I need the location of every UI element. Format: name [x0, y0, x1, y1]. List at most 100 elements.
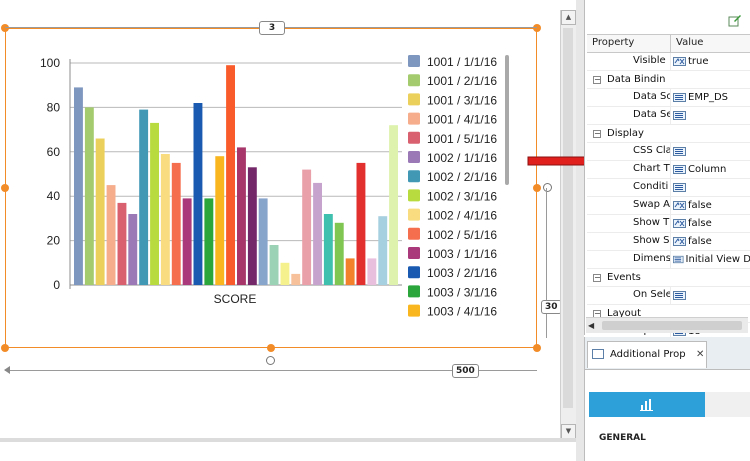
property-category-row[interactable]: − Events: [587, 269, 750, 287]
property-name: Show T: [587, 215, 671, 232]
legend-label: 1003 / 3/1/16: [427, 285, 497, 299]
category-label: Data Bindin: [607, 73, 666, 85]
legend-label: 1003 / 1/1/16: [427, 247, 497, 261]
resize-handle-bl[interactable]: [1, 344, 9, 352]
canvas-horizontal-scrollbar[interactable]: [0, 438, 576, 442]
boolean-expression-icon: [673, 219, 686, 228]
anchor-handle-bottom[interactable]: [266, 356, 275, 365]
column-header-property[interactable]: Property: [587, 35, 671, 52]
designer-canvas[interactable]: 0 20 40 60 80 100 SCORE 1001 / 1/1/16 1001 / 2/1…: [0, 0, 562, 440]
property-value[interactable]: Initial View D: [671, 251, 750, 268]
property-value[interactable]: false: [671, 197, 750, 214]
property-name: Visible: [587, 53, 671, 70]
scroll-down-arrow-icon[interactable]: ▼: [561, 424, 576, 439]
legend-swatch: [408, 304, 420, 317]
property-row[interactable]: Data So EMP_DS: [587, 89, 750, 107]
property-row[interactable]: Swap A false: [587, 197, 750, 215]
chart-type-tab[interactable]: [589, 392, 705, 417]
legend-label: 1002 / 3/1/16: [427, 189, 497, 203]
legend-swatch: [408, 93, 420, 106]
property-value[interactable]: false: [671, 233, 750, 250]
property-name: CSS Cla: [587, 143, 671, 160]
property-row[interactable]: Show T false: [587, 215, 750, 233]
edit-properties-icon[interactable]: [728, 13, 742, 27]
scroll-thumb[interactable]: [563, 28, 573, 408]
resize-handle-br[interactable]: [533, 344, 541, 352]
anchor-handle-right[interactable]: [543, 183, 552, 192]
bar: [280, 262, 290, 285]
property-row[interactable]: Show S false: [587, 233, 750, 251]
bar: [128, 214, 138, 285]
property-value[interactable]: Column: [671, 161, 750, 178]
property-name: Conditi: [587, 179, 671, 196]
property-row[interactable]: Visible true: [587, 53, 750, 71]
resize-handle-tl[interactable]: [1, 24, 9, 32]
list-icon: [673, 291, 686, 300]
property-value-text: Initial View D: [685, 253, 750, 265]
legend-label: 1003 / 4/1/16: [427, 305, 497, 319]
property-category-row[interactable]: − Display: [587, 125, 750, 143]
property-value[interactable]: true: [671, 53, 750, 70]
bar: [345, 258, 355, 285]
property-row[interactable]: CSS Cla: [587, 143, 750, 161]
property-value[interactable]: [671, 143, 750, 160]
property-value[interactable]: [671, 287, 750, 304]
bar: [334, 222, 344, 285]
y-tick-label: 0: [53, 278, 60, 292]
bar: [150, 122, 159, 286]
bar-chart-icon: [640, 399, 653, 411]
collapse-toggle-icon[interactable]: −: [593, 272, 601, 282]
property-name: Data So: [587, 89, 671, 106]
column-header-value[interactable]: Value: [676, 37, 704, 48]
bar: [139, 109, 149, 285]
collapse-toggle-icon[interactable]: −: [593, 74, 601, 84]
collapse-toggle-icon[interactable]: −: [593, 128, 601, 138]
resize-handle-tr[interactable]: [533, 24, 541, 32]
scroll-thumb[interactable]: [602, 321, 742, 330]
resize-handle-bm[interactable]: [267, 344, 275, 352]
list-icon: [673, 255, 684, 264]
scroll-up-arrow-icon[interactable]: ▲: [561, 10, 576, 25]
property-row[interactable]: Conditi: [587, 179, 750, 197]
close-icon[interactable]: ✕: [696, 349, 705, 360]
property-category-row[interactable]: − Data Bindin: [587, 71, 750, 89]
properties-horizontal-scrollbar[interactable]: ◀: [586, 317, 748, 333]
bar: [106, 185, 116, 285]
property-value[interactable]: [671, 107, 750, 124]
legend-swatch: [408, 227, 420, 240]
legend-swatch: [408, 55, 420, 67]
height-guide-line: [546, 188, 547, 338]
property-row[interactable]: Chart T Column: [587, 161, 750, 179]
property-value-text: false: [688, 235, 712, 247]
width-guide-arrow-left: [4, 366, 10, 374]
property-row[interactable]: On Sele: [587, 287, 750, 305]
legend-swatch: [408, 151, 420, 163]
legend-scrollbar[interactable]: [505, 55, 509, 185]
scroll-left-arrow-icon[interactable]: ◀: [588, 321, 595, 330]
property-row[interactable]: Dimens Initial View D: [587, 251, 750, 269]
resize-handle-mr[interactable]: [533, 184, 541, 192]
property-value-text: Column: [688, 163, 727, 175]
property-name: Swap A: [587, 197, 671, 214]
canvas-vertical-scrollbar[interactable]: ▲ ▼: [560, 10, 576, 440]
bar: [269, 245, 279, 285]
tab-additional-properties[interactable]: Additional Prop ✕: [587, 341, 707, 368]
list-icon: [673, 183, 686, 192]
column-chart: 0 20 40 60 80 100 SCORE 1001 / 1/1/16 1001 / 2/1…: [40, 55, 497, 319]
bar: [117, 202, 127, 285]
resize-handle-ml[interactable]: [1, 184, 9, 192]
pane-divider[interactable]: [576, 0, 584, 461]
property-value[interactable]: EMP_DS: [671, 89, 750, 106]
chart-component[interactable]: 0 20 40 60 80 100 SCORE 1001 / 1/1/16 1001 / 2/1…: [5, 28, 537, 348]
property-name: Dimens: [587, 251, 671, 268]
property-value[interactable]: [671, 179, 750, 196]
legend-label: 1002 / 5/1/16: [427, 228, 497, 242]
legend-label: 1002 / 2/1/16: [427, 170, 497, 184]
legend-label: 1001 / 1/1/16: [427, 55, 497, 69]
property-row[interactable]: Data Se: [587, 107, 750, 125]
bar: [389, 125, 398, 285]
y-tick-label: 40: [47, 189, 61, 203]
width-guide-line: [5, 370, 537, 371]
property-value[interactable]: false: [671, 215, 750, 232]
bar: [378, 216, 388, 285]
